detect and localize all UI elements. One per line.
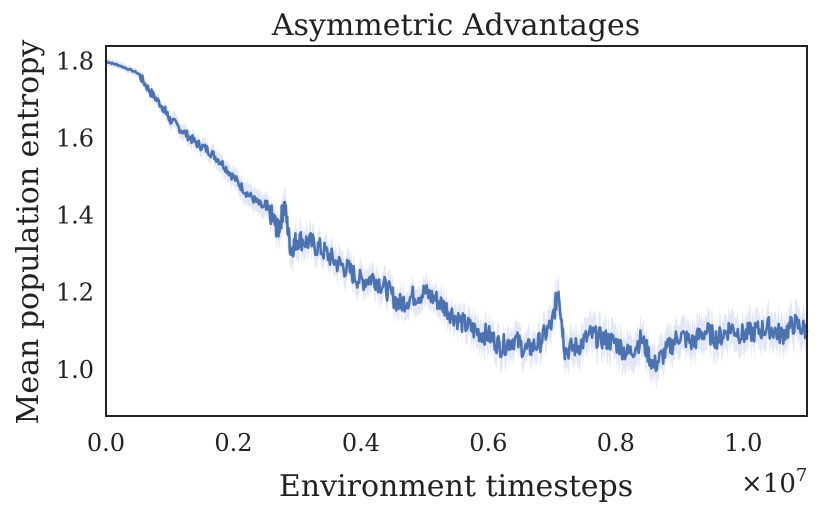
x-tick-label: 0.6 [469,429,507,457]
x-axis-label: Environment timesteps [279,469,633,504]
y-axis-ticks: 1.0 1.2 1.4 1.6 1.8 [56,47,94,383]
y-tick-label: 1.2 [56,279,94,307]
x-axis-multiplier: ×107 [741,465,807,499]
plot-area [104,57,809,389]
y-tick-label: 1.4 [56,202,94,230]
x-tick-label: 0.8 [597,429,635,457]
x-axis-multiplier-exponent: 7 [796,465,807,486]
y-tick-label: 1.6 [56,125,94,153]
plot-frame [105,45,808,417]
x-axis-ticks: 0.0 0.2 0.4 0.6 0.8 1.0 [87,429,762,457]
x-tick-label: 0.2 [214,429,252,457]
y-tick-label: 1.8 [56,47,94,75]
x-tick-label: 0.4 [342,429,380,457]
chart-title: Asymmetric Advantages [271,8,640,43]
y-tick-label: 1.0 [56,356,94,384]
x-tick-label: 0.0 [87,429,125,457]
x-axis-multiplier-base: ×10 [741,469,796,499]
y-axis-label: Mean population entropy [11,40,46,425]
x-tick-label: 1.0 [724,429,762,457]
series-line [104,60,809,373]
